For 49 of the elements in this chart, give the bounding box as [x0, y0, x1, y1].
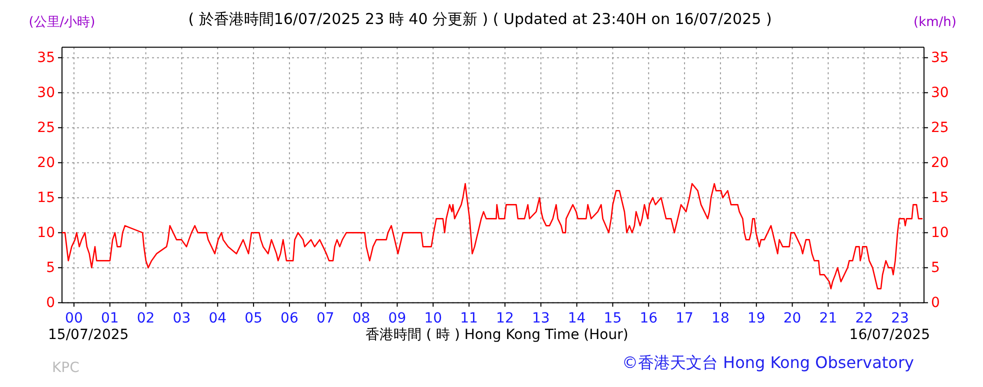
x-tick-label: 10: [424, 310, 442, 326]
y-tick-label: 25: [37, 120, 55, 136]
y-tick-label: 20: [37, 155, 55, 172]
y-tick-label: 0: [46, 295, 55, 312]
y2-tick-label: 25: [931, 120, 949, 136]
x-tick-label: 02: [136, 310, 155, 326]
x-tick-label: 12: [496, 310, 514, 326]
y2-tick-label: 10: [931, 225, 949, 242]
y2-tick-label: 20: [931, 155, 949, 172]
y-tick-label: 30: [37, 85, 55, 102]
x-tick-label: 03: [172, 310, 191, 326]
x-tick-label: 01: [100, 310, 119, 326]
x-axis-title: 香港時間 ( 時 ) Hong Kong Time (Hour): [366, 327, 628, 343]
line-series: [61, 183, 924, 290]
x-tick-label: 00: [65, 310, 83, 326]
x-tick-label: 13: [532, 310, 550, 326]
y2-tick-label: 15: [931, 190, 949, 206]
y-tick-label: 35: [37, 50, 55, 66]
x-tick-label: 21: [819, 310, 838, 326]
x-tick-label: 19: [747, 310, 766, 326]
x-tick-label: 11: [460, 310, 478, 326]
x-tick-label: 05: [244, 310, 262, 326]
x-tick-label: 18: [712, 310, 730, 326]
text: KPC: [52, 360, 80, 376]
x-tick-label: 06: [280, 310, 298, 326]
x-tick-label: 16: [640, 310, 658, 326]
y2-axis-title: (km/h): [914, 15, 956, 30]
y2-tick-label: 30: [931, 85, 949, 102]
y-tick-label: 15: [37, 190, 55, 206]
x-tick-label: 07: [316, 310, 334, 326]
y-tick-label: 5: [46, 260, 55, 276]
x-tick-label: 20: [783, 310, 802, 326]
x-tick-label: 09: [388, 310, 406, 326]
y-axis-title: (公里/小時): [28, 15, 96, 30]
text: ©香港天文台 Hong Kong Observatory: [622, 353, 914, 372]
x-tick-label: 22: [855, 310, 874, 326]
y2-tick-label: 0: [931, 295, 940, 312]
text: 15/07/2025: [48, 327, 129, 343]
y2-tick-label: 35: [931, 50, 949, 66]
y2-tick-label: 5: [931, 260, 940, 276]
x-tick-label: 04: [208, 310, 227, 326]
x-tick-label: 17: [676, 310, 694, 326]
y-tick-label: 10: [37, 225, 55, 242]
x-tick-label: 23: [891, 310, 909, 326]
text: 16/07/2025: [849, 327, 930, 343]
x-tick-label: 14: [568, 310, 586, 326]
x-tick-label: 08: [352, 310, 370, 326]
chart-title: ( 於香港時間16/07/2025 23 時 40 分更新 ) ( Updated at 23:40H on 16/07/2025 ): [188, 10, 772, 28]
x-tick-label: 15: [604, 310, 622, 326]
